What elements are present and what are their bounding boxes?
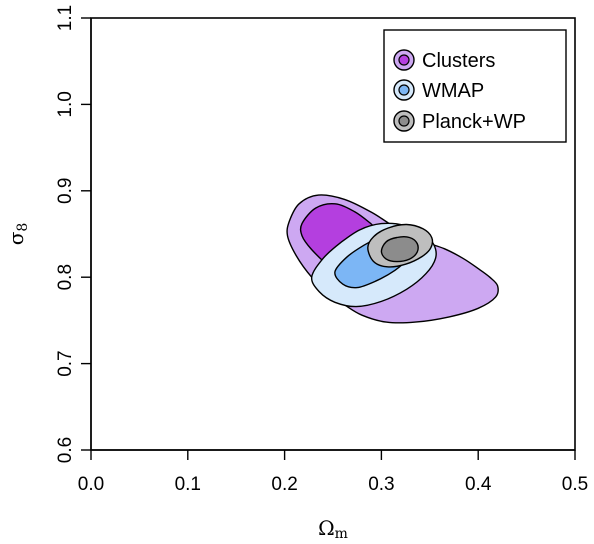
x-axis-label: Ωm xyxy=(318,516,348,542)
legend-item-wmap: WMAP xyxy=(393,79,484,102)
legend-swatch-inner xyxy=(398,115,410,127)
y-axis: 0.6 0.7 0.8 0.9 1.0 1.1 xyxy=(55,5,92,463)
y-axis-label-base: σ xyxy=(4,231,28,245)
contour-planck-wp-68 xyxy=(380,236,419,263)
y-axis-label-sub: 8 xyxy=(15,223,31,232)
x-axis-label-base: Ω xyxy=(318,516,335,540)
x-tick-label: 0.0 xyxy=(78,474,104,495)
legend: Clusters WMAP Planck+WP xyxy=(383,29,567,143)
contour-planck-wp xyxy=(367,223,434,268)
x-axis: 0.0 0.1 0.2 0.3 0.4 0.5 xyxy=(78,449,588,495)
legend-swatch-inner xyxy=(398,84,410,96)
legend-item-planck-wp: Planck+WP xyxy=(393,110,526,133)
y-tick-label: 0.9 xyxy=(55,178,76,204)
x-tick-label: 0.3 xyxy=(368,474,394,495)
legend-label-wmap: WMAP xyxy=(422,80,484,102)
contour-layer xyxy=(286,194,499,324)
legend-item-clusters: Clusters xyxy=(393,49,495,72)
x-tick-label: 0.2 xyxy=(271,474,297,495)
legend-swatch-inner xyxy=(398,54,410,66)
y-tick-label: 0.6 xyxy=(55,437,76,463)
x-axis-label-sub: m xyxy=(335,526,348,542)
legend-label-clusters: Clusters xyxy=(422,50,495,72)
y-axis-label: σ8 xyxy=(4,223,31,246)
y-tick-label: 1.1 xyxy=(55,5,76,31)
x-tick-label: 0.5 xyxy=(562,474,588,495)
x-tick-label: 0.1 xyxy=(175,474,201,495)
y-tick-label: 0.8 xyxy=(55,264,76,290)
y-tick-label: 1.0 xyxy=(55,91,76,117)
x-tick-label: 0.4 xyxy=(465,474,492,495)
legend-label-planck-wp: Planck+WP xyxy=(422,111,526,133)
y-tick-label: 0.7 xyxy=(55,350,76,376)
